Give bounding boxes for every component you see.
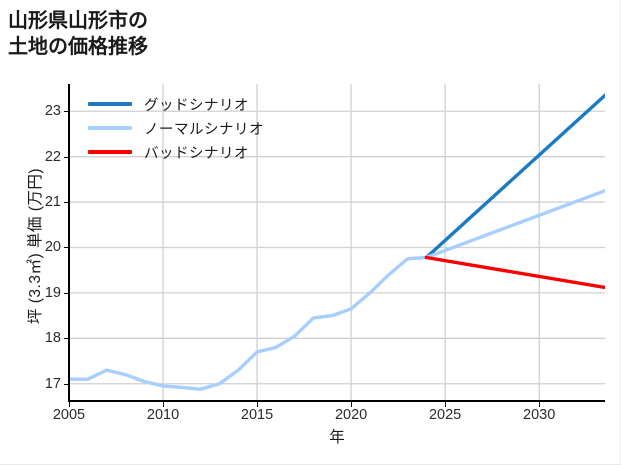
chart-canvas xyxy=(69,84,605,401)
series-line xyxy=(69,255,429,391)
page-title: 山形県山形市の 土地の価格推移 xyxy=(8,8,428,60)
x-tick-label: 2010 xyxy=(146,407,180,423)
legend-item-label: ノーマルシナリオ xyxy=(144,121,264,138)
x-tick-label: 2005 xyxy=(52,407,86,423)
legend-item[interactable]: バッドシナリオ xyxy=(88,140,318,164)
gridlines xyxy=(69,84,605,401)
x-axis-label: 年 xyxy=(329,429,345,446)
chart-legend: グッドシナリオ ノーマルシナリオ バッドシナリオ xyxy=(88,92,318,164)
legend-color-swatch xyxy=(88,102,132,106)
series-line xyxy=(424,93,605,260)
y-axis-label-text: 坪 (3.3㎡) 単価 (万円) xyxy=(27,167,44,325)
x-axis-spine xyxy=(68,400,605,402)
x-tick-mark xyxy=(351,402,353,407)
title-line-2: 土地の価格推移 xyxy=(8,36,148,58)
legend-color-swatch xyxy=(88,150,132,154)
x-tick-mark xyxy=(69,402,70,407)
series-line xyxy=(424,255,605,290)
data-lines xyxy=(69,93,605,391)
series-line xyxy=(424,189,605,260)
title-line-1: 山形県山形市の xyxy=(8,10,148,32)
plot-area xyxy=(68,84,605,402)
x-tick-label: 2015 xyxy=(240,407,274,423)
x-tick-mark xyxy=(539,402,541,407)
x-tick-mark xyxy=(257,402,259,407)
x-tick-label: 2020 xyxy=(334,407,368,423)
legend-item-label: グッドシナリオ xyxy=(144,97,249,114)
x-tick-mark xyxy=(163,402,165,407)
x-tick-label: 2030 xyxy=(523,407,556,423)
legend-item-label: バッドシナリオ xyxy=(144,145,249,162)
legend-color-swatch xyxy=(88,126,132,130)
x-tick-label: 2025 xyxy=(428,407,462,423)
legend-item[interactable]: グッドシナリオ xyxy=(88,92,318,116)
legend-item[interactable]: ノーマルシナリオ xyxy=(88,116,318,140)
x-tick-mark xyxy=(445,402,447,407)
y-axis-spine xyxy=(68,84,70,401)
y-axis-label: 坪 (3.3㎡) 単価 (万円) xyxy=(22,96,46,396)
